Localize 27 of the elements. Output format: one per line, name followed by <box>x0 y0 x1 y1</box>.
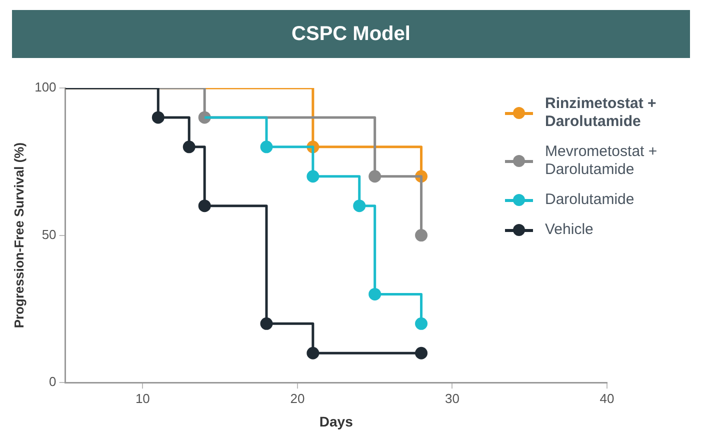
point <box>415 229 428 242</box>
legend-label: Darolutamide <box>545 191 634 209</box>
x-tick-label: 30 <box>444 390 460 406</box>
y-tick-label: 50 <box>42 226 56 242</box>
point <box>260 317 273 330</box>
point <box>306 346 320 360</box>
point <box>415 346 428 360</box>
x-tick-label: 40 <box>600 390 614 406</box>
legend-label: Vehicle <box>545 221 594 239</box>
x-tick-label: 10 <box>135 390 150 406</box>
point <box>368 288 382 300</box>
point <box>306 170 320 183</box>
point <box>182 140 196 154</box>
point <box>198 200 211 212</box>
chart-title: CSPC Model <box>12 10 690 58</box>
x-tick-label: 20 <box>290 390 305 406</box>
y-tick-label: 100 <box>34 80 56 95</box>
point <box>353 200 366 212</box>
legend-label: Rinzimetostat + Darolutamide <box>545 95 658 131</box>
y-tick-label: 0 <box>49 374 56 390</box>
point <box>415 317 428 330</box>
legend-label: Mevrometostat + Darolutamide <box>545 143 658 179</box>
point <box>152 111 164 124</box>
y-axis-title: Progression-Free Survival (%) <box>11 142 26 328</box>
x-axis-title: Days <box>319 413 354 430</box>
point <box>260 140 273 154</box>
point <box>368 170 382 183</box>
